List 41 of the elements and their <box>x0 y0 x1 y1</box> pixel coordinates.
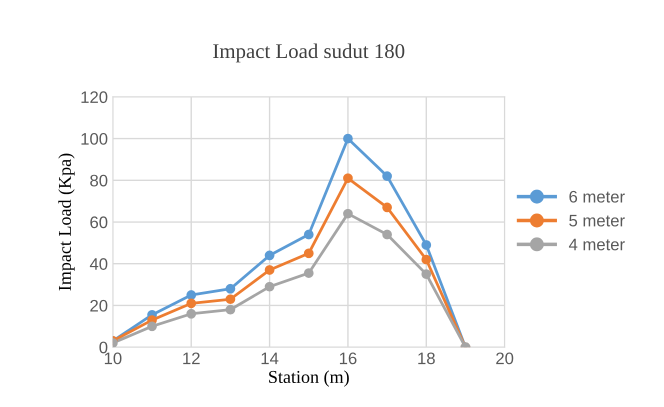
y-tick-label: 20 <box>90 300 108 312</box>
point <box>421 254 432 264</box>
y-tick-label: 0 <box>99 342 108 354</box>
point <box>382 230 392 240</box>
x-tick-label: 16 <box>340 352 356 364</box>
legend-label: 6 meter <box>569 190 625 203</box>
point <box>304 230 314 240</box>
x-axis-title: Station (m) <box>269 370 349 387</box>
point <box>304 248 314 258</box>
y-axis-title: Impact Load (Kpa) <box>58 154 75 291</box>
point <box>226 294 236 304</box>
y-tick-label: 100 <box>81 132 108 145</box>
point <box>382 171 392 181</box>
legend-label: 4 meter <box>568 238 625 250</box>
y-tick-label: 40 <box>90 258 108 270</box>
point <box>382 202 392 212</box>
chart-title: Impact Load sudut 180 <box>213 44 404 62</box>
point <box>304 268 314 278</box>
point <box>421 269 432 280</box>
point <box>226 304 236 314</box>
point <box>343 208 353 219</box>
y-tick-label: 60 <box>90 216 108 228</box>
point <box>264 282 274 292</box>
point <box>343 173 353 184</box>
x-tick-label: 18 <box>418 352 435 364</box>
point <box>186 298 196 308</box>
x-tick-label: 10 <box>104 352 122 364</box>
point <box>226 284 236 294</box>
y-tick-label: 80 <box>90 174 108 187</box>
x-tick-label: 20 <box>496 352 514 364</box>
x-tick-label: 12 <box>183 352 200 364</box>
point <box>343 134 353 144</box>
x-tick-label: 14 <box>262 352 278 364</box>
point <box>186 290 196 300</box>
legend-label: 5 meter <box>569 214 625 226</box>
point <box>186 308 196 319</box>
y-tick-label: 120 <box>81 91 108 104</box>
point <box>147 321 157 332</box>
point <box>264 265 274 275</box>
point <box>421 240 432 250</box>
point <box>264 250 274 260</box>
